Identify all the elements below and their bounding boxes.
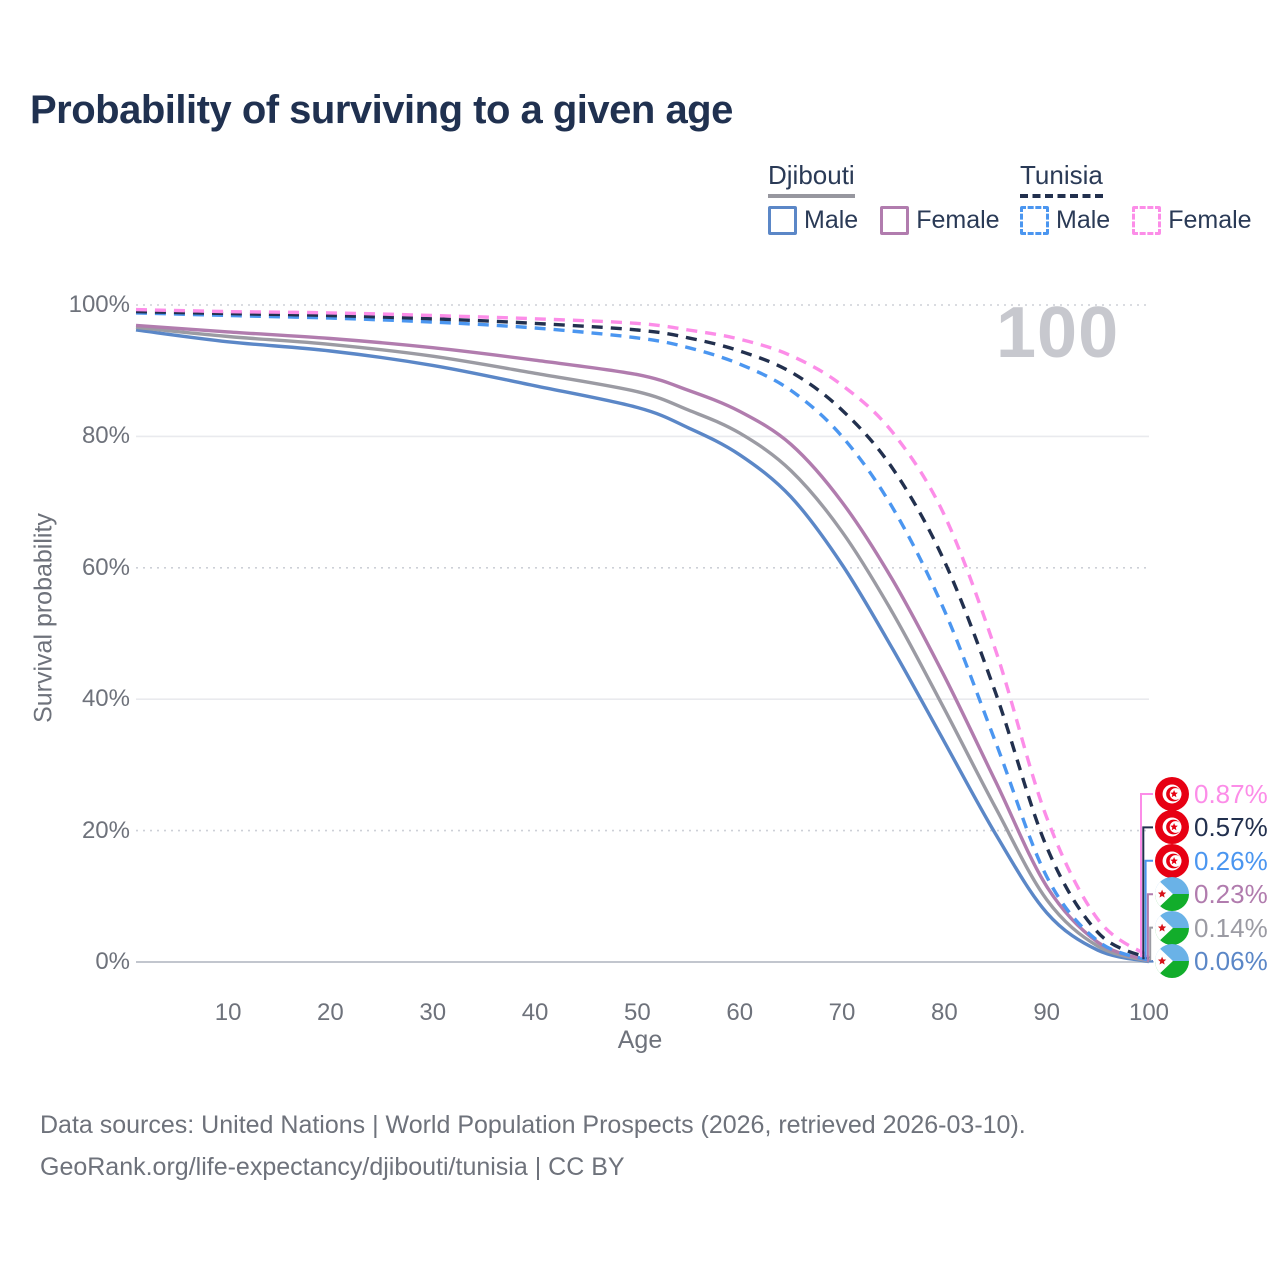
x-tick-label: 40: [521, 999, 549, 1026]
x-tick-label: 60: [726, 999, 754, 1026]
legend-swatch-icon: [768, 206, 797, 235]
legend-swatch-icon: [880, 206, 910, 235]
legend-swatch-icon: [1020, 206, 1049, 235]
legend-item-label: Female: [1168, 206, 1252, 234]
legend-item-djibouti-male[interactable]: Male: [768, 206, 858, 235]
chart-footer: Data sources: United Nations | World Pop…: [40, 1104, 1026, 1188]
curve-tunisia-both: [135, 309, 1150, 960]
legend-group-tunisia: Tunisia Male Female: [1020, 160, 1274, 235]
curve-djibouti-male: [135, 328, 1150, 964]
end-label-djibouti-female: 0.23%: [1155, 877, 1268, 912]
end-value-label: 0.06%: [1194, 946, 1268, 976]
tunisia-flag-icon: [1155, 777, 1189, 811]
curve-tunisia-female: [135, 307, 1151, 958]
y-tick-label: 40%: [81, 685, 130, 713]
curve-tunisia-male: [135, 311, 1150, 962]
x-tick-label: 20: [317, 999, 344, 1026]
x-axis-title: Age: [617, 1026, 663, 1054]
legend-item-tunisia-male[interactable]: Male: [1020, 206, 1110, 235]
x-tick-label: 50: [624, 999, 651, 1026]
connector-djibouti-both: [1149, 926, 1153, 963]
y-tick-label: 100%: [68, 291, 130, 318]
x-tick-label: 70: [828, 999, 856, 1026]
end-value-label: 0.87%: [1194, 779, 1268, 809]
end-label-tunisia-both: 0.57%: [1155, 810, 1268, 845]
y-tick-label: 0%: [95, 948, 130, 975]
x-tick-label: 80: [930, 999, 958, 1026]
x-tick-label: 100: [1128, 999, 1170, 1026]
legend-swatch-icon: [1132, 206, 1162, 235]
curve-djibouti-female: [135, 323, 1150, 963]
tunisia-flag-icon: [1155, 810, 1189, 845]
djibouti-flag-icon: [1155, 877, 1189, 912]
legend-item-djibouti-female[interactable]: Female: [880, 206, 1000, 235]
end-value-label: 0.57%: [1194, 812, 1268, 843]
legend-country-djibouti: Djibouti: [768, 160, 855, 198]
legend-item-label: Female: [916, 206, 1000, 234]
legend-item-tunisia-female[interactable]: Female: [1132, 206, 1252, 235]
end-value-label: 0.26%: [1194, 845, 1268, 876]
legend-country-tunisia: Tunisia: [1020, 160, 1103, 198]
legend-item-label: Male: [1056, 206, 1111, 234]
data-sources-line: Data sources: United Nations | World Pop…: [40, 1111, 1026, 1139]
curve-djibouti-both: [135, 325, 1150, 963]
page-title: Probability of surviving to a given age: [30, 88, 733, 132]
djibouti-flag-icon: [1155, 944, 1189, 978]
x-tick-label: 10: [214, 999, 242, 1026]
y-tick-label: 20%: [81, 816, 130, 844]
djibouti-flag-icon: [1155, 910, 1189, 945]
connector-djibouti-male: [1149, 960, 1154, 963]
x-tick-label: 30: [419, 999, 447, 1026]
tunisia-flag-icon: [1155, 843, 1189, 878]
y-tick-label: 60%: [81, 553, 130, 581]
legend-item-label: Male: [804, 206, 859, 234]
end-label-djibouti-male: 0.06%: [1155, 944, 1268, 978]
end-label-djibouti-both: 0.14%: [1155, 910, 1268, 945]
x-tick-label: 90: [1033, 999, 1061, 1026]
age-counter-watermark: 100: [996, 293, 1120, 373]
legend-group-djibouti: Djibouti Male Female: [768, 160, 1022, 235]
end-value-label: 0.23%: [1194, 879, 1268, 910]
connector-djibouti-female: [1146, 893, 1153, 962]
end-label-tunisia-female: 0.87%: [1155, 777, 1268, 811]
attribution-line: GeoRank.org/life-expectancy/djibouti/tun…: [40, 1153, 625, 1181]
end-label-tunisia-male: 0.26%: [1155, 843, 1268, 878]
end-value-label: 0.14%: [1194, 912, 1268, 943]
y-tick-label: 80%: [81, 422, 130, 450]
